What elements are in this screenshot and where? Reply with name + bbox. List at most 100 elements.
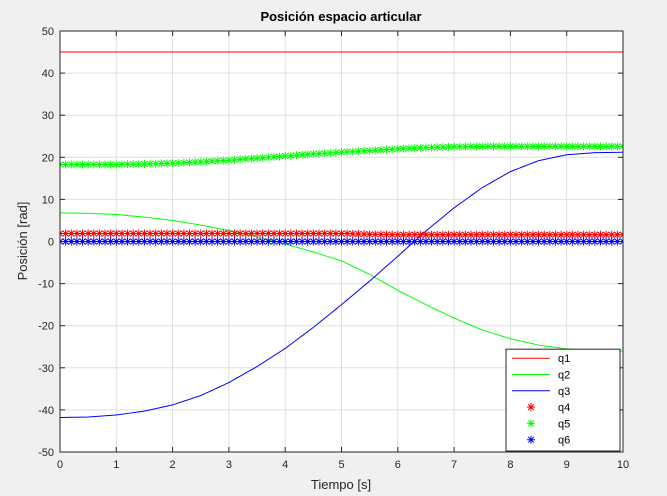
data-point-q4 xyxy=(613,230,622,239)
data-point-q5 xyxy=(365,146,374,155)
data-point-q6 xyxy=(196,237,205,246)
data-point-q4 xyxy=(382,230,391,239)
data-point-q4 xyxy=(568,230,577,239)
data-point-q5 xyxy=(208,157,217,166)
data-point-q6 xyxy=(191,237,200,246)
legend-label-q5: q5 xyxy=(558,418,570,430)
data-point-q4 xyxy=(269,229,278,238)
data-point-q5 xyxy=(230,155,239,164)
data-point-q6 xyxy=(528,237,537,246)
y-tick-label: 10 xyxy=(42,194,54,206)
data-point-q6 xyxy=(241,237,250,246)
data-point-q5 xyxy=(371,146,380,155)
data-point-q4 xyxy=(112,229,121,238)
data-point-q4 xyxy=(185,229,194,238)
data-point-q5 xyxy=(196,157,205,166)
data-point-q6 xyxy=(258,237,267,246)
data-point-q4 xyxy=(191,229,200,238)
data-point-q5 xyxy=(95,160,104,169)
data-point-q5 xyxy=(393,144,402,153)
data-point-q6 xyxy=(101,237,110,246)
data-point-q4 xyxy=(140,229,149,238)
data-point-q5 xyxy=(337,148,346,157)
data-point-q6 xyxy=(309,237,318,246)
data-point-q4 xyxy=(241,229,250,238)
data-point-q5 xyxy=(416,143,425,152)
data-point-q5 xyxy=(545,142,554,151)
data-point-q4 xyxy=(292,229,301,238)
data-point-q6 xyxy=(269,237,278,246)
data-point-q4 xyxy=(455,230,464,239)
data-point-q5 xyxy=(129,160,138,169)
data-point-q4 xyxy=(162,229,171,238)
legend-label-q1: q1 xyxy=(558,353,570,365)
data-point-q5 xyxy=(613,142,622,151)
data-point-q6 xyxy=(151,237,160,246)
data-point-q6 xyxy=(112,237,121,246)
data-point-q5 xyxy=(247,154,256,163)
legend: q1 q2 q3 q4 q5 q6 xyxy=(505,348,621,452)
data-point-q4 xyxy=(607,230,616,239)
data-point-q6 xyxy=(433,237,442,246)
data-point-q5 xyxy=(264,153,273,162)
data-point-q5 xyxy=(140,160,149,169)
data-point-q5 xyxy=(478,142,487,151)
data-point-q5 xyxy=(461,142,470,151)
data-point-q6 xyxy=(314,237,323,246)
data-point-q5 xyxy=(241,154,250,163)
data-point-q6 xyxy=(224,237,233,246)
y-tick-label: -10 xyxy=(38,279,54,291)
data-point-q6 xyxy=(140,237,149,246)
data-point-q4 xyxy=(146,229,155,238)
data-point-q6 xyxy=(95,237,104,246)
data-point-q6 xyxy=(106,237,115,246)
data-point-q4 xyxy=(264,229,273,238)
data-point-q5 xyxy=(540,142,549,151)
data-point-q5 xyxy=(174,158,183,167)
data-point-q6 xyxy=(523,237,532,246)
data-point-q6 xyxy=(89,237,98,246)
x-tick-label: 4 xyxy=(282,459,288,471)
data-point-q6 xyxy=(343,237,352,246)
data-point-q6 xyxy=(489,237,498,246)
data-point-q4 xyxy=(95,229,104,238)
y-tick-label: 50 xyxy=(42,26,54,38)
data-point-q6 xyxy=(230,237,239,246)
data-point-q6 xyxy=(61,237,70,246)
data-point-q4 xyxy=(590,230,599,239)
data-point-q4 xyxy=(534,230,543,239)
data-point-q6 xyxy=(602,237,611,246)
data-point-q6 xyxy=(534,237,543,246)
data-point-q5 xyxy=(89,160,98,169)
data-point-q6 xyxy=(320,237,329,246)
data-point-q4 xyxy=(72,229,81,238)
data-point-q5 xyxy=(157,159,166,168)
data-point-q5 xyxy=(512,142,521,151)
data-point-q4 xyxy=(129,229,138,238)
x-tick-label: 9 xyxy=(564,459,570,471)
data-point-q5 xyxy=(444,142,453,151)
data-point-q6 xyxy=(72,237,81,246)
legend-swatch-q4 xyxy=(527,403,535,412)
data-point-q5 xyxy=(421,143,430,152)
data-point-q4 xyxy=(365,230,374,239)
y-tick-label: 0 xyxy=(48,237,54,249)
data-point-q4 xyxy=(89,229,98,238)
data-point-q5 xyxy=(450,142,459,151)
data-point-q4 xyxy=(123,229,132,238)
series-q4 xyxy=(60,229,623,239)
data-point-q4 xyxy=(438,230,447,239)
data-point-q6 xyxy=(354,237,363,246)
x-tick-label: 1 xyxy=(113,459,119,471)
data-point-q6 xyxy=(393,237,402,246)
data-point-q6 xyxy=(410,237,419,246)
data-point-q5 xyxy=(427,143,436,152)
data-point-q5 xyxy=(179,158,188,167)
data-point-q5 xyxy=(286,151,295,160)
data-point-q4 xyxy=(236,229,245,238)
data-point-q4 xyxy=(202,229,211,238)
data-point-q6 xyxy=(202,237,211,246)
data-point-q5 xyxy=(320,149,329,158)
data-point-q5 xyxy=(500,142,509,151)
data-point-q5 xyxy=(117,160,126,169)
